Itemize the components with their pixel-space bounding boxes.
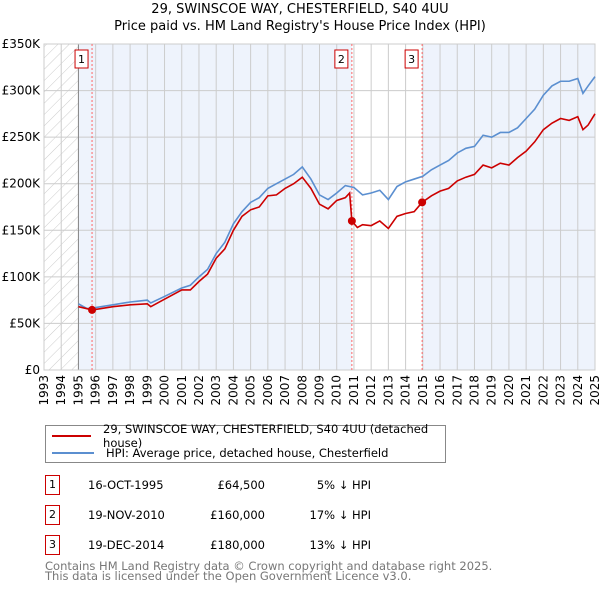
sale-row: 3 19-DEC-2014 £180,000 13% ↓ HPI: [45, 535, 445, 555]
x-tick-label: 2016: [433, 375, 447, 406]
legend-label: 29, SWINSCOE WAY, CHESTERFIELD, S40 4UU …: [103, 422, 429, 450]
y-tick-label: £150K: [2, 223, 42, 237]
sale-label-box: [404, 49, 419, 69]
legend: 29, SWINSCOE WAY, CHESTERFIELD, S40 4UU …: [45, 422, 446, 463]
y-tick-label: £200K: [2, 177, 42, 191]
sale-number: 1: [45, 475, 60, 495]
sale-label-box: [334, 49, 349, 69]
sale-hpi-diff: 17% ↓ HPI: [309, 508, 371, 522]
y-tick-label: £0: [25, 363, 40, 377]
sale-label: 3: [408, 53, 415, 66]
x-tick-label: 1997: [106, 375, 120, 406]
x-tick-label: 2022: [536, 375, 550, 406]
legend-swatch-blue: [52, 452, 94, 454]
sale-point: [418, 198, 427, 207]
x-tick-label: 2019: [485, 375, 499, 406]
x-tick-label: 2015: [416, 375, 430, 406]
x-tick-label: 1994: [54, 375, 68, 406]
x-tick-label: 2004: [226, 375, 240, 406]
x-tick-label: 2025: [588, 375, 600, 406]
y-tick-label: £300K: [2, 84, 42, 98]
sale-number: 2: [45, 505, 60, 525]
x-tick-label: 2006: [261, 375, 275, 406]
x-tick-label: 2018: [467, 375, 481, 406]
sale-price: £64,500: [217, 478, 265, 492]
y-tick-label: £350K: [2, 37, 42, 51]
shaded-region: [78, 44, 352, 370]
x-tick-label: 2011: [347, 375, 361, 406]
y-tick-label: £100K: [2, 270, 42, 284]
sale-label-box: [74, 49, 89, 69]
x-tick-label: 2013: [381, 375, 395, 406]
x-tick-label: 1998: [123, 375, 137, 406]
x-tick-label: 2020: [502, 375, 516, 406]
footer-licence: This data is licensed under the Open Gov…: [45, 569, 412, 583]
legend-swatch-red: [52, 435, 92, 437]
sale-label: 1: [78, 53, 85, 66]
plot-border: [43, 43, 596, 371]
y-tick-label: £250K: [2, 130, 42, 144]
sale-date: 16-OCT-1995: [88, 478, 164, 492]
x-tick-label: 2012: [364, 375, 378, 406]
x-tick-label: 2010: [330, 375, 344, 406]
sale-row: 1 16-OCT-1995 £64,500 5% ↓ HPI: [45, 475, 445, 495]
series-line-property: [78, 113, 596, 311]
x-tick-label: 2017: [450, 375, 464, 406]
sale-number: 3: [45, 535, 60, 555]
sale-point: [347, 216, 356, 225]
chart-title: 29, SWINSCOE WAY, CHESTERFIELD, S40 4UU: [151, 2, 449, 17]
price-chart: 1993 1994 1995 1996 1997 1998 1999 2000 2001 2002…: [2, 37, 600, 406]
sale-price: £180,000: [210, 538, 265, 552]
x-tick-label: 2002: [192, 375, 206, 406]
sale-hpi-diff: 13% ↓ HPI: [309, 538, 371, 552]
x-tick-label: 2008: [295, 375, 309, 406]
x-tick-label: 2000: [158, 375, 172, 406]
legend-item-hpi: HPI: Average price, detached house, Ches…: [46, 445, 388, 461]
sale-hpi-diff: 5% ↓ HPI: [316, 478, 371, 492]
x-tick-label: 2021: [519, 375, 533, 406]
x-tick-label: 2003: [209, 375, 223, 406]
sale-date: 19-NOV-2010: [88, 508, 165, 522]
x-tick-label: 2007: [278, 375, 292, 406]
sale-row: 2 19-NOV-2010 £160,000 17% ↓ HPI: [45, 505, 445, 525]
sale-date: 19-DEC-2014: [88, 538, 165, 552]
x-tick-label: 2009: [313, 375, 327, 406]
legend-item-property: 29, SWINSCOE WAY, CHESTERFIELD, S40 4UU …: [46, 422, 445, 450]
footer-copyright: Contains HM Land Registry data © Crown c…: [45, 559, 493, 573]
x-tick-label: 2001: [175, 375, 189, 406]
x-tick-label: 2024: [571, 375, 585, 406]
series-line-hpi: [78, 76, 596, 310]
x-tick-label: 2023: [554, 375, 568, 406]
y-tick-label: £50K: [9, 316, 41, 330]
x-tick-label: 2014: [399, 375, 413, 406]
x-tick-label: 1999: [140, 375, 154, 406]
x-tick-label: 1993: [37, 375, 51, 406]
x-tick-label: 2005: [244, 375, 258, 406]
legend-label: HPI: Average price, detached house, Ches…: [106, 446, 389, 460]
sale-point: [88, 305, 97, 314]
x-tick-label: 1995: [71, 375, 85, 406]
sale-label: 2: [338, 53, 345, 66]
chart-subtitle: Price paid vs. HM Land Registry's House …: [114, 19, 486, 34]
sale-price: £160,000: [210, 508, 265, 522]
x-tick-label: 1996: [89, 375, 103, 406]
